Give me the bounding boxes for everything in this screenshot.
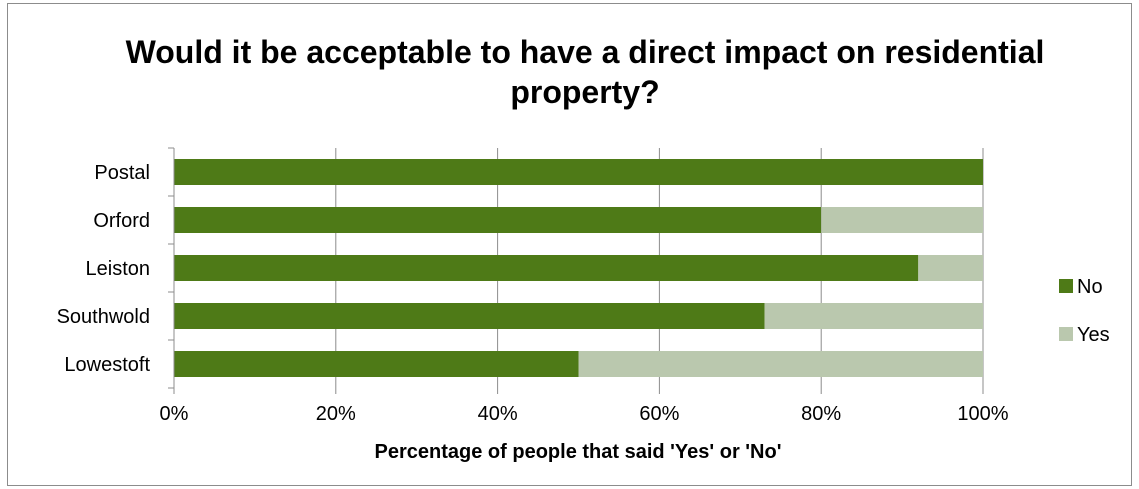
bar-segment-yes (764, 303, 983, 329)
chart-frame (7, 3, 1132, 486)
x-tick-label: 0% (160, 403, 189, 425)
chart-title: Would it be acceptable to have a direct … (125, 34, 1045, 110)
x-tick-label: 20% (316, 403, 356, 425)
bar-segment-yes (578, 351, 983, 377)
bar-segment-no (174, 351, 579, 377)
bar-segment-yes (918, 255, 983, 281)
legend-swatch-yes (1059, 327, 1073, 341)
bars (174, 159, 983, 377)
legend-swatch-no (1059, 279, 1073, 293)
axes: 0% 20% 40% 60% 80% 100% Postal Orford Leiston Sou… (57, 147, 1009, 425)
x-tick-label: 40% (478, 403, 518, 425)
legend-label: No (1077, 276, 1103, 298)
bar-segment-no (174, 255, 919, 281)
legend-label: Yes (1077, 324, 1110, 346)
bar-segment-no (174, 159, 983, 185)
x-axis-title: Percentage of people that said 'Yes' or … (375, 441, 782, 463)
x-tick-label: 80% (801, 403, 841, 425)
y-tick-label: Leiston (86, 258, 151, 280)
legend: No Yes (1059, 276, 1110, 346)
x-tick-label: 100% (957, 403, 1008, 425)
bar-segment-no (174, 207, 822, 233)
y-tick-label: Lowestoft (64, 354, 150, 376)
y-tick-label: Southwold (57, 306, 150, 328)
y-tick-label: Orford (93, 210, 150, 232)
bar-segment-no (174, 303, 765, 329)
y-tick-label: Postal (94, 162, 150, 184)
bar-segment-yes (821, 207, 983, 233)
x-tick-label: 60% (639, 403, 679, 425)
